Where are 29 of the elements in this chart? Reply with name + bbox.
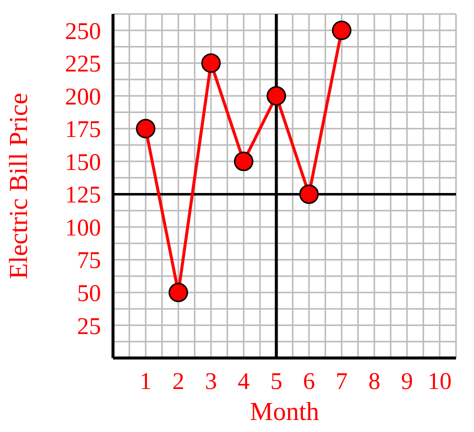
x-tick-label: 2: [172, 369, 184, 396]
y-tick-label: 50: [77, 280, 101, 307]
y-tick-label: 200: [65, 84, 101, 110]
y-tick-label: 125: [65, 182, 101, 209]
y-tick-label: 75: [77, 248, 101, 274]
point: [332, 20, 352, 40]
point: [234, 152, 254, 172]
x-tick-label: 9: [401, 369, 413, 396]
x-tick-label: 7: [336, 369, 348, 396]
y-tick-label: 100: [65, 215, 101, 242]
y-axis-title: Electric Bill Price: [4, 92, 34, 280]
point: [201, 53, 221, 73]
point: [266, 86, 286, 106]
y-tick-label: 225: [65, 52, 101, 78]
y-tick-label: 25: [77, 314, 101, 340]
x-tick-label: 3: [205, 369, 217, 396]
x-tick-label: 8: [368, 369, 380, 396]
x-tick-label: 4: [238, 369, 250, 396]
point: [168, 282, 188, 302]
x-tick-label: 10: [428, 369, 452, 396]
point: [136, 118, 156, 138]
y-tick-label: 250: [65, 18, 101, 45]
x-tick-label: 5: [270, 369, 282, 396]
y-tick-label: 150: [65, 150, 101, 176]
point: [299, 184, 319, 204]
x-tick-label: 1: [140, 369, 152, 396]
x-axis-title: Month: [250, 397, 320, 426]
y-tick-label: 175: [65, 117, 101, 144]
x-tick-label: 6: [303, 369, 315, 396]
